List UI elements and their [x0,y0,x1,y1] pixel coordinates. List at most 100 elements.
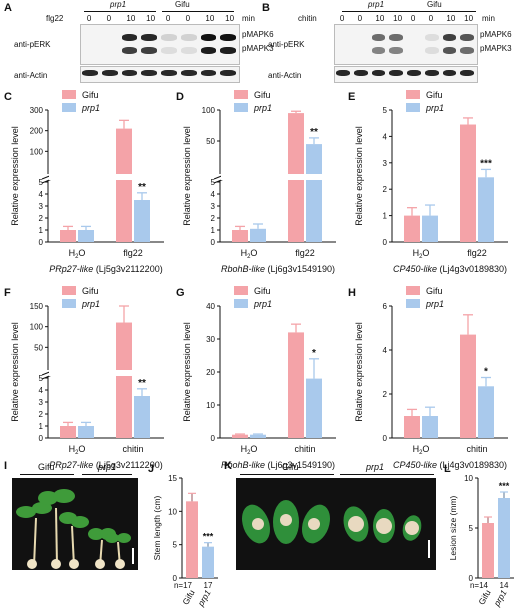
pmapk3-label: pMAPK3 [242,44,274,53]
legend-label: Gifu [426,286,443,296]
x-tick-label: chitin [466,444,487,454]
legend-swatch [406,299,420,308]
lane-label: 0 [410,14,416,23]
panel-letter: C [4,91,12,103]
y-tick-label: 100 [30,323,44,332]
actin-band [180,70,197,76]
panel-letter-k: K [224,460,232,472]
y-tick-label: 3 [383,159,388,168]
significance-mark: ** [310,127,318,138]
bar [422,416,438,438]
perk-band [220,47,236,54]
x-tick-label: flg22 [295,248,315,258]
legend-swatch [62,286,76,295]
panel-letter-a: A [4,2,12,14]
lane-label: 0 [86,14,92,23]
unit-label: min [242,14,255,23]
bar [482,523,494,578]
x-tick-label: H2O [241,444,258,456]
legend-swatch [406,286,420,295]
x-tick-label: H2O [413,444,430,456]
bar [60,230,76,242]
perk-band [200,47,217,54]
legend-swatch [234,90,248,99]
legend-swatch [406,90,420,99]
y-tick-label: 30 [206,335,215,344]
lane-label: 0 [357,14,363,23]
y-tick-label: 0 [39,238,44,247]
y-tick-label: 5 [173,541,178,550]
y-tick-label: 20 [206,368,215,377]
y-tick-label: 0 [211,238,216,247]
lane-label: 10 [375,14,385,23]
legend-swatch [62,90,76,99]
bar [422,215,438,242]
y-tick-label: 4 [39,190,44,199]
chart-e: E Relative expression level 0 1 2 3 4 5 H2O *** fl… [348,90,508,274]
panel-letter-i: I [4,460,8,472]
bar [404,416,420,438]
bar [116,322,132,438]
y-tick-label: 1 [39,226,44,235]
bar [306,378,322,438]
bar-break [221,174,337,180]
actin-band [141,70,157,76]
perk-band [220,34,236,41]
chart-g: G Relative expression level 0 10 20 30 40 H2O * c… [176,286,336,470]
y-tick-label: 200 [30,127,44,136]
y-tick-label: 3 [39,202,44,211]
y-tick-label: 4 [39,386,44,395]
legend-label: Gifu [82,90,99,100]
bar [232,230,248,242]
n-label: 14 [500,581,509,590]
lane-label: 0 [428,14,434,23]
y-axis-label: Lesion size (mm) [448,495,458,560]
gene-label: CP450-like (Lj4g3v0189830) [393,264,507,274]
group-prp1-label: prp1 [368,0,385,9]
group-gifu-label: Gifu [427,0,442,9]
actin-blot [80,66,240,83]
x-tick-label: H2O [69,444,86,456]
anti-actin-label: anti-Actin [14,71,48,80]
actin-band [353,70,368,76]
y-axis-label: Relative expression level [182,322,192,422]
bar [404,215,420,242]
x-tick-label: flg22 [467,248,487,258]
bar [250,228,266,242]
legend-label: prp1 [253,103,272,113]
bar [78,230,94,242]
y-axis-label: Relative expression level [10,126,20,226]
lane-label: 10 [126,14,136,23]
y-axis-label: Relative expression level [354,322,364,422]
actin-band [220,70,236,76]
y-axis-label: Relative expression level [10,322,20,422]
y-tick-label: 5 [383,106,388,115]
n-label: n=14 [470,581,489,590]
legend-swatch [406,103,420,112]
legend-label: Gifu [254,286,271,296]
y-tick-label: 5 [469,524,474,533]
y-tick-label: 0 [383,238,388,247]
x-tick-label: H2O [413,248,430,260]
panel-letter: L [444,463,451,475]
actin-band [371,70,386,76]
actin-band [336,70,350,76]
y-tick-label: 0 [39,434,44,443]
treatment-label: flg22 [46,14,64,23]
y-tick-label: 0 [211,434,216,443]
y-tick-label: 5 [39,178,44,187]
actin-band [200,70,217,76]
y-tick-label: 150 [30,302,44,311]
legend-label: prp1 [425,299,444,309]
chart-f: F Relative expression level 0 1 2 3 4 5 50 100 150… [4,286,166,470]
y-tick-label: 40 [206,302,215,311]
perk-blot [334,24,478,65]
n-label: n=17 [174,581,193,590]
y-tick-label: 4 [383,132,388,141]
legend-label: prp1 [253,299,272,309]
significance-mark: * [312,348,316,359]
actin-band [101,70,118,76]
panel-letter: H [348,287,356,299]
y-tick-label: 2 [383,390,388,399]
y-axis-label: Stem length (cm) [152,495,162,560]
